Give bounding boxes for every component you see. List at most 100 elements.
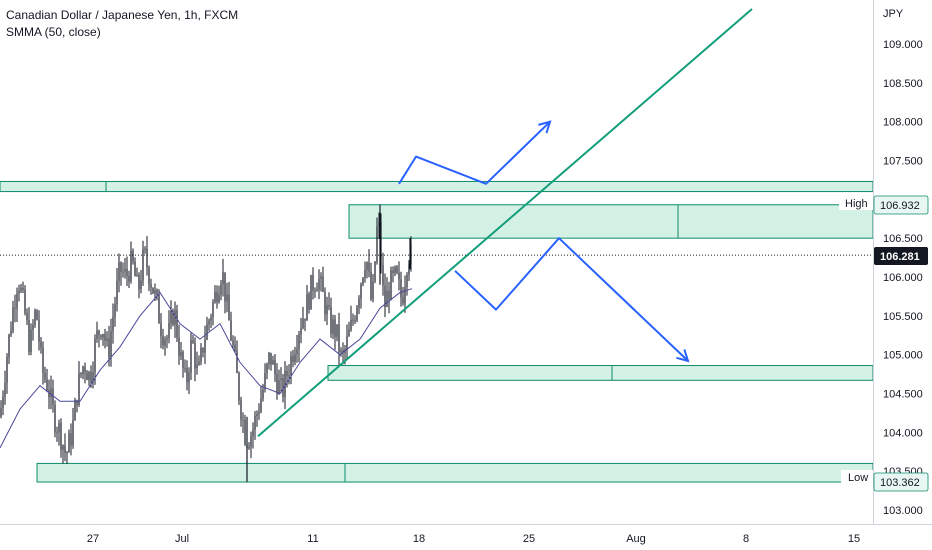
candle-body bbox=[270, 352, 272, 365]
candle-body bbox=[24, 289, 26, 314]
price-tick-label: 106.500 bbox=[883, 233, 923, 245]
candle-body bbox=[400, 279, 402, 298]
candle-body bbox=[384, 285, 386, 307]
candle-body bbox=[240, 400, 242, 420]
candle-body bbox=[302, 318, 304, 329]
candle-body bbox=[114, 303, 116, 317]
candle-body bbox=[160, 323, 162, 337]
candle-body bbox=[222, 272, 224, 285]
candle-body bbox=[282, 378, 284, 397]
candle-body bbox=[340, 350, 342, 352]
candle-body bbox=[212, 302, 214, 318]
candle-body bbox=[50, 388, 52, 398]
candle-body bbox=[312, 275, 314, 291]
candle-body bbox=[136, 274, 138, 277]
candle-body bbox=[364, 269, 366, 279]
candle-body bbox=[230, 320, 232, 341]
candle-body bbox=[102, 334, 104, 338]
candle-body bbox=[116, 280, 118, 304]
trendline[interactable] bbox=[257, 8, 753, 437]
candle-body bbox=[170, 311, 172, 324]
candle-body bbox=[56, 432, 58, 434]
study-label[interactable]: SMMA (50, close) bbox=[6, 25, 101, 39]
candle-body bbox=[388, 290, 390, 300]
candle-body bbox=[174, 309, 176, 325]
candle-body bbox=[134, 261, 136, 277]
candle-body bbox=[180, 351, 182, 357]
candle-body bbox=[188, 372, 190, 383]
candle-body bbox=[46, 379, 48, 391]
symbol-title[interactable]: Canadian Dollar / Japanese Yen, 1h, FXCM bbox=[6, 8, 239, 22]
candle-body bbox=[372, 281, 374, 299]
candle-body bbox=[100, 335, 102, 338]
candle-body bbox=[292, 356, 294, 362]
candle-body bbox=[296, 348, 298, 355]
candle-body bbox=[152, 287, 154, 294]
projection-up-arrow bbox=[398, 120, 551, 185]
price-tick-label: 105.500 bbox=[883, 311, 923, 323]
time-tick-label: 15 bbox=[848, 533, 860, 545]
candle-body bbox=[12, 307, 14, 331]
candle-body bbox=[276, 374, 278, 394]
candle-body bbox=[336, 324, 338, 337]
candle-body bbox=[90, 372, 92, 383]
low-label: Low bbox=[848, 472, 868, 484]
candle-body bbox=[354, 320, 356, 322]
candle-body bbox=[328, 304, 330, 307]
candle-body bbox=[346, 336, 348, 350]
low-label-box bbox=[841, 470, 873, 484]
price-tick-label: 108.000 bbox=[883, 117, 923, 129]
candle-body bbox=[42, 347, 44, 373]
candle-body bbox=[84, 366, 86, 373]
candle-body bbox=[390, 270, 392, 300]
candle-body bbox=[166, 338, 168, 340]
candle-body bbox=[158, 294, 160, 324]
candle-body bbox=[396, 266, 398, 273]
candle-body bbox=[262, 389, 264, 399]
candle-body bbox=[334, 319, 336, 337]
candle-body bbox=[70, 433, 72, 446]
candle-body bbox=[392, 270, 394, 274]
price-tick-label: 103.000 bbox=[883, 505, 923, 517]
candle-body bbox=[202, 347, 204, 353]
candle-body bbox=[348, 330, 350, 337]
candle-body bbox=[154, 289, 156, 294]
candle-body bbox=[374, 261, 376, 282]
candle-body bbox=[242, 419, 244, 421]
candle-body bbox=[192, 340, 194, 343]
candle-body bbox=[120, 262, 122, 273]
candle-body bbox=[326, 304, 328, 315]
candle-body bbox=[130, 250, 132, 282]
candle-body bbox=[32, 324, 34, 330]
candle-body bbox=[26, 313, 28, 321]
price-tick-label: 104.000 bbox=[883, 427, 923, 439]
candle-body bbox=[300, 328, 302, 335]
projection-arrows[interactable] bbox=[398, 120, 690, 363]
zone-rect-3 bbox=[327, 365, 874, 381]
candle-body bbox=[52, 388, 54, 405]
candle-body bbox=[284, 370, 286, 397]
candle-body bbox=[338, 324, 340, 352]
candles-layer bbox=[0, 204, 412, 482]
candle-body bbox=[290, 356, 292, 376]
candle-body bbox=[304, 318, 306, 321]
low-value-box bbox=[873, 472, 929, 492]
candle-body bbox=[34, 310, 36, 325]
candle-body bbox=[106, 338, 108, 341]
time-axis[interactable]: 27 Jul 11 18 25 Aug 8 15 bbox=[87, 533, 860, 545]
price-tick-label: 107.500 bbox=[883, 156, 923, 168]
candle-body bbox=[8, 334, 10, 358]
candle-body bbox=[382, 265, 384, 286]
candle-body bbox=[36, 310, 38, 320]
time-tick-label: 27 bbox=[87, 533, 99, 545]
candle-body bbox=[172, 311, 174, 325]
price-axis[interactable]: 109.000 108.500 108.000 107.500 106.500 106.0… bbox=[883, 39, 923, 517]
candle-body bbox=[156, 289, 158, 295]
candle-body bbox=[264, 372, 266, 390]
candle-body bbox=[144, 248, 146, 250]
candle-body bbox=[208, 320, 210, 325]
smma-line bbox=[0, 288, 413, 449]
candle-body bbox=[126, 268, 128, 276]
candle-body bbox=[408, 264, 410, 275]
